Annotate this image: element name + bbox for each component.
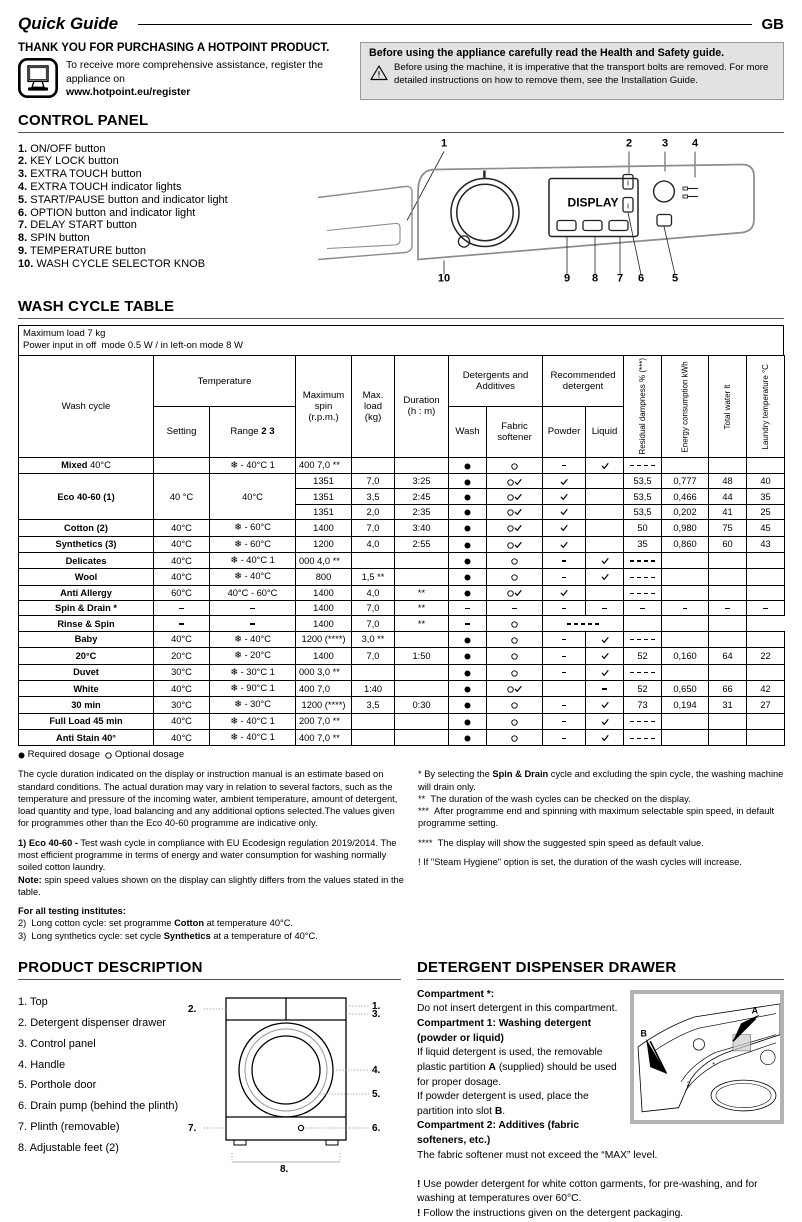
svg-text:3.: 3. — [372, 1009, 381, 1020]
svg-text:2: 2 — [626, 139, 632, 150]
svg-text:5.: 5. — [372, 1089, 381, 1100]
svg-text:4: 4 — [692, 139, 699, 150]
svg-text:2.: 2. — [188, 1004, 197, 1015]
svg-text:1: 1 — [441, 139, 447, 150]
svg-text:4.: 4. — [372, 1065, 381, 1076]
svg-text:8.: 8. — [280, 1164, 289, 1175]
svg-text:DISPLAY: DISPLAY — [568, 195, 619, 209]
svg-text:A: A — [752, 1005, 759, 1015]
svg-text:6.: 6. — [372, 1123, 381, 1134]
svg-text:7.: 7. — [188, 1123, 197, 1134]
svg-text:2: 2 — [687, 1081, 691, 1088]
svg-text:3: 3 — [662, 139, 668, 150]
svg-text:B: B — [640, 1028, 647, 1038]
svg-text:I: I — [627, 201, 629, 210]
svg-text:I: I — [627, 178, 629, 187]
